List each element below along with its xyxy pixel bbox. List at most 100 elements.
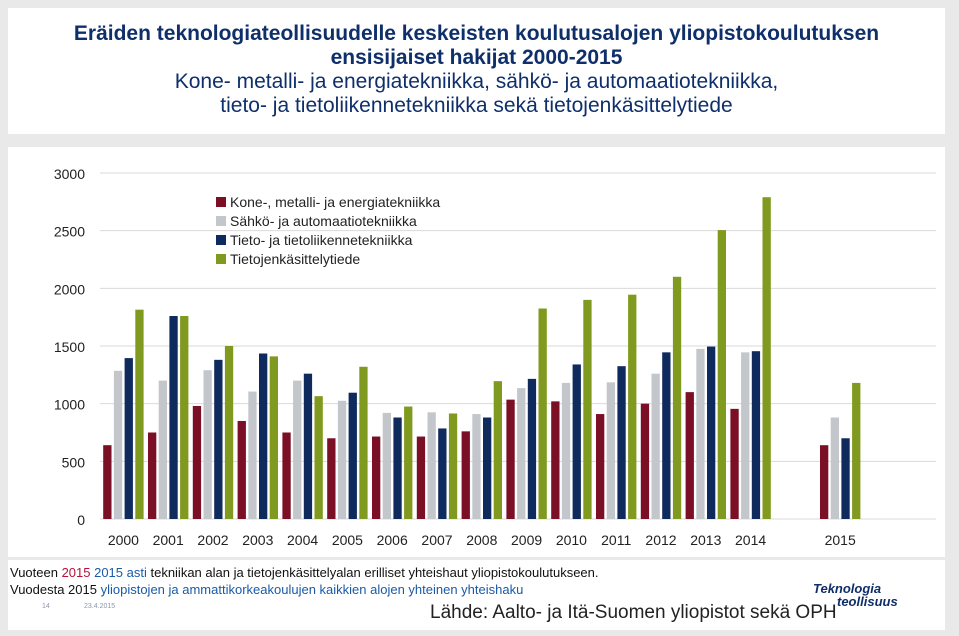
bar	[269, 356, 278, 519]
bar	[572, 364, 581, 519]
footnote-1-post: tekniikan alan ja tietojenkäsittelyalan …	[146, 565, 599, 580]
bar	[327, 438, 336, 519]
bar	[651, 373, 660, 519]
legend-swatch	[216, 197, 226, 207]
bar	[762, 197, 771, 519]
title-panel: Eräiden teknologiateollisuudelle keskeis…	[8, 8, 945, 134]
bar	[628, 294, 637, 519]
footnote-1-pre: Vuoteen	[10, 565, 62, 580]
bar	[461, 431, 470, 519]
bar	[124, 358, 133, 519]
chart-panel: 0 500 1000 1500 2000 2500 3000 2000 2001 2002 2003…	[8, 147, 945, 557]
bar	[596, 414, 605, 519]
x-tick-label: 2014	[735, 532, 766, 548]
y-tick-label: 2500	[54, 224, 85, 240]
footer-panel: Vuoteen 2015 2015 asti tekniikan alan ja…	[8, 560, 945, 630]
bar	[662, 352, 671, 519]
bar	[707, 346, 716, 519]
slide-date: 23.4.2015	[84, 603, 116, 610]
bar	[158, 380, 167, 519]
y-tick-label: 0	[77, 512, 85, 528]
x-tick-label: 2002	[197, 532, 228, 548]
bar	[506, 399, 515, 519]
x-tick-label: 2000	[108, 532, 139, 548]
page-number: 14	[42, 603, 50, 610]
bar	[393, 417, 402, 519]
bar	[741, 352, 750, 519]
bar	[314, 396, 323, 519]
x-tick-label: 2013	[690, 532, 721, 548]
footnote-2: Vuodesta 2015 yliopistojen ja ammattikor…	[10, 582, 523, 597]
bar	[830, 417, 839, 519]
bar	[214, 359, 223, 519]
bar	[416, 436, 426, 519]
legend-swatch	[216, 216, 226, 226]
bar	[438, 428, 447, 519]
y-tick-label: 500	[62, 454, 86, 470]
bar	[493, 381, 502, 519]
bar	[359, 366, 368, 519]
bar	[617, 366, 626, 519]
chart-subtitle-line2: tieto- ja tietoliikennetekniikka sekä ti…	[220, 94, 733, 117]
x-tick-label: 2012	[645, 532, 676, 548]
footnote-1-year: 2015	[61, 565, 91, 580]
legend-label: Kone-, metalli- ja energiatekniikka	[230, 194, 440, 210]
chart-subtitle-line1: Kone- metalli- ja energiatekniikka, sähk…	[174, 70, 779, 93]
bar	[696, 348, 705, 519]
bar	[203, 370, 212, 519]
bar	[730, 408, 739, 519]
legend-label: Sähkö- ja automaatiotekniikka	[230, 213, 417, 229]
y-tick-label: 2000	[54, 281, 85, 297]
bar	[685, 392, 694, 519]
bar	[472, 414, 481, 519]
x-tick-label: 2001	[153, 532, 184, 548]
x-tick-label: 2005	[332, 532, 363, 548]
bar	[135, 309, 144, 519]
bar	[448, 413, 458, 519]
y-tick-label: 3000	[54, 166, 85, 182]
bar	[517, 388, 526, 519]
logo-line1: Teknologia	[813, 581, 882, 596]
bar	[538, 308, 547, 519]
bar	[751, 351, 761, 519]
bar	[259, 353, 268, 519]
x-tick-label: 2008	[466, 532, 497, 548]
footnote-1-mid: 2015 asti	[90, 565, 147, 580]
x-tick-label: 2003	[242, 532, 273, 548]
legend-label: Tieto- ja tietoliikennetekniikka	[230, 232, 413, 248]
x-tick-label: 2007	[421, 532, 452, 548]
bar	[640, 403, 650, 519]
bar	[841, 438, 850, 519]
bar	[606, 382, 615, 519]
bar	[717, 230, 726, 519]
bar	[282, 432, 291, 519]
bar	[551, 401, 560, 519]
bar-chart: 0 500 1000 1500 2000 2500 3000 2000 2001 2002 2003…	[54, 166, 936, 548]
bar	[180, 316, 189, 519]
bar	[372, 436, 381, 519]
y-tick-label: 1500	[54, 339, 85, 355]
x-tick-label: 2009	[511, 532, 542, 548]
bar	[169, 316, 178, 519]
x-tick-label: 2006	[377, 532, 408, 548]
teknologiateollisuus-logo: Teknologia teollisuus	[813, 582, 898, 608]
x-tick-label: 2010	[556, 532, 587, 548]
footnote-1: Vuoteen 2015 2015 asti tekniikan alan ja…	[10, 565, 599, 580]
x-tick-label: 2004	[287, 532, 318, 548]
bar	[483, 417, 492, 519]
bar	[148, 432, 157, 519]
legend-label: Tietojenkäsittelytiede	[230, 251, 360, 267]
y-tick-label: 1000	[54, 397, 85, 413]
bar	[583, 299, 592, 519]
bar	[103, 445, 112, 519]
logo-line2: teollisuus	[837, 594, 898, 609]
bar	[224, 346, 234, 519]
footnote-2-highlight: yliopistojen ja ammattikorkeakoulujen ka…	[100, 582, 524, 597]
legend-swatch	[216, 235, 226, 245]
bar	[561, 382, 571, 519]
bar	[337, 400, 347, 519]
source-text: Lähde: Aalto- ja Itä-Suomen yliopistot s…	[430, 602, 837, 623]
bar	[237, 420, 246, 519]
bar	[404, 406, 413, 519]
chart-title-line1: Eräiden teknologiateollisuudelle keskeis…	[73, 22, 880, 45]
